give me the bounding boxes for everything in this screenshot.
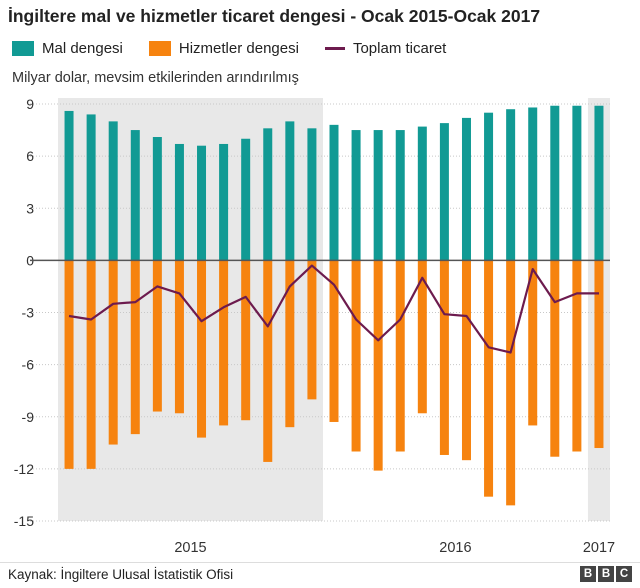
footer: Kaynak: İngiltere Ulusal İstatistik Ofis… — [0, 562, 640, 588]
bar-services — [241, 260, 251, 421]
y-tick-label: -12 — [14, 461, 34, 477]
bar-goods — [197, 145, 207, 261]
y-tick-label: 9 — [26, 96, 34, 112]
y-tick-label: -3 — [22, 305, 35, 321]
bar-goods — [219, 143, 229, 261]
bar-services — [174, 260, 184, 414]
bar-goods — [108, 121, 118, 261]
bar-services — [285, 260, 295, 428]
bar-goods — [263, 128, 273, 261]
legend-swatch-goods — [12, 41, 34, 56]
bar-goods — [506, 109, 516, 261]
bar-services — [219, 260, 229, 426]
y-tick-label: 3 — [26, 200, 34, 216]
legend-item-goods: Mal dengesi — [12, 40, 123, 57]
bar-goods — [307, 128, 317, 261]
bar-services — [461, 260, 471, 461]
legend-item-total: Toplam ticaret — [324, 40, 447, 57]
chart-title: İngiltere mal ve hizmetler ticaret denge… — [8, 6, 541, 26]
bar-services — [263, 260, 273, 462]
bar-services — [373, 260, 383, 471]
bar-services — [152, 260, 162, 412]
bar-services — [307, 260, 317, 400]
bbc-logo: B B C — [578, 566, 632, 582]
x-axis-year-label: 2016 — [439, 540, 471, 556]
bbc-logo-letter: C — [616, 566, 632, 582]
y-tick-label: -9 — [22, 409, 35, 425]
bar-services — [439, 260, 449, 455]
bar-services — [572, 260, 582, 452]
legend-label-services: Hizmetler dengesi — [178, 40, 299, 57]
legend: Mal dengesi Hizmetler dengesi Toplam tic… — [12, 40, 472, 57]
bar-services — [329, 260, 339, 422]
bbc-logo-letter: B — [598, 566, 614, 582]
bar-services — [484, 260, 494, 497]
bar-goods — [439, 123, 449, 261]
legend-item-services: Hizmetler dengesi — [148, 40, 299, 57]
bar-services — [130, 260, 140, 435]
bar-goods — [484, 112, 494, 261]
bar-goods — [174, 143, 184, 261]
line-total-trade — [68, 264, 599, 354]
legend-label-total: Toplam ticaret — [352, 40, 447, 57]
bar-services — [64, 260, 74, 469]
legend-swatch-total — [324, 47, 345, 50]
bar-goods — [373, 130, 383, 261]
bar-goods — [417, 126, 427, 261]
bar-goods — [461, 117, 471, 261]
bar-goods — [285, 121, 295, 261]
bar-goods — [550, 105, 560, 261]
bar-goods — [594, 105, 604, 261]
bar-services — [86, 260, 96, 469]
source-text: Kaynak: İngiltere Ulusal İstatistik Ofis… — [8, 567, 234, 582]
bar-goods — [351, 130, 361, 261]
bar-services — [351, 260, 361, 452]
y-tick-label: 6 — [26, 148, 34, 164]
bar-goods — [241, 138, 251, 261]
bar-goods — [528, 107, 538, 261]
bar-services — [417, 260, 427, 414]
y-tick-label: -15 — [14, 513, 34, 529]
legend-swatch-services — [148, 41, 171, 56]
bar-goods — [86, 114, 96, 261]
legend-label-goods: Mal dengesi — [42, 40, 123, 57]
y-axis-unit-label: Milyar dolar, mevsim etkilerinden arındı… — [12, 70, 299, 86]
x-axis-year-label: 2015 — [174, 540, 206, 556]
bar-services — [197, 260, 207, 438]
bar-services — [395, 260, 405, 452]
bar-goods — [572, 105, 582, 261]
bar-goods — [329, 124, 339, 261]
bar-services — [528, 260, 538, 426]
bar-services — [550, 260, 560, 457]
bar-goods — [130, 130, 140, 261]
bar-goods — [64, 110, 74, 261]
bar-services — [594, 260, 604, 449]
bar-goods — [152, 137, 162, 261]
x-axis-year-label: 2017 — [583, 540, 615, 556]
y-tick-label: -6 — [22, 357, 35, 373]
year-band-2015 — [58, 98, 323, 521]
bbc-logo-letter: B — [580, 566, 596, 582]
bar-services — [108, 260, 118, 445]
bar-services — [506, 260, 516, 506]
bar-goods — [395, 130, 405, 261]
